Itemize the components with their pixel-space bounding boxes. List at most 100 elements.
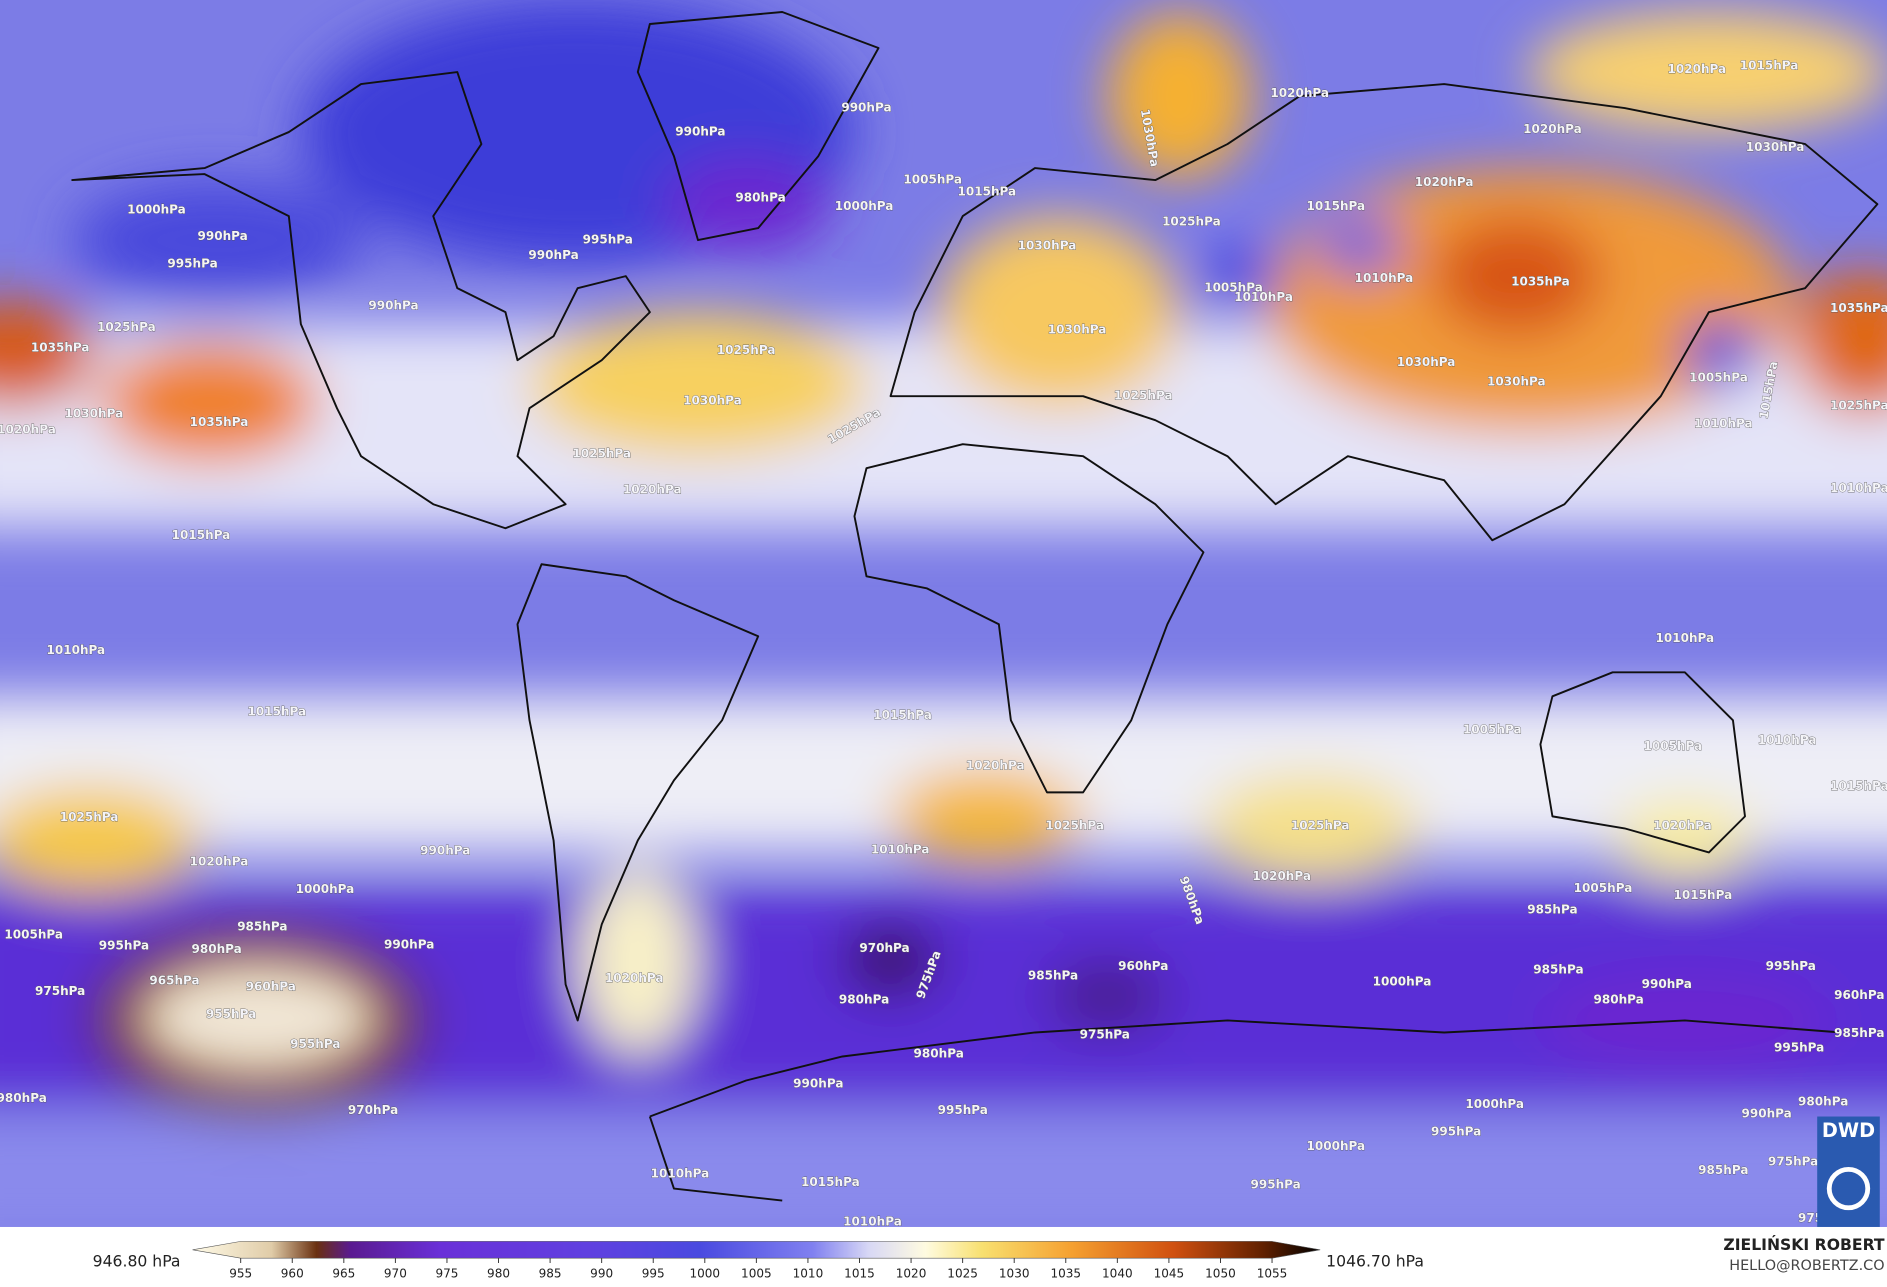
contour-label: 1000hPa: [1465, 1097, 1524, 1111]
colorbar-tick-label: 990: [590, 1266, 613, 1280]
contour-label: 1000hPa: [835, 199, 894, 213]
contour-label: 955hPa: [290, 1037, 340, 1051]
contour-label: 1025hPa: [1114, 389, 1173, 403]
contour-label: 990hPa: [793, 1077, 843, 1091]
contour-label: 1010hPa: [1694, 416, 1753, 430]
contour-label: 1005hPa: [1689, 371, 1748, 385]
contour-label: 1010hPa: [1355, 271, 1414, 285]
contour-label: 1030hPa: [65, 407, 124, 421]
contour-label: 995hPa: [167, 257, 217, 271]
contour-label: 1020hPa: [0, 422, 56, 436]
colorbar-tick-label: 1005: [741, 1266, 772, 1280]
contour-label: 1025hPa: [717, 343, 776, 357]
max-label: 1046.70 hPa: [1326, 1253, 1424, 1271]
colorbar-tick-label: 1040: [1102, 1266, 1133, 1280]
contour-label: 1035hPa: [31, 341, 90, 355]
contour-label: 1015hPa: [1306, 199, 1365, 213]
contour-label: 1020hPa: [1653, 818, 1712, 832]
contour-label: 1025hPa: [1291, 818, 1350, 832]
contour-label: 980hPa: [914, 1047, 964, 1061]
pressure-field: [0, 0, 1887, 1237]
colorbar-tick-label: 1015: [844, 1266, 875, 1280]
colorbar-ticks: 955 960 965 970 975 980 985 990 995 1000 1005 1010 1…: [229, 1258, 1287, 1280]
colorbar-tick-label: 1010: [793, 1266, 824, 1280]
contour-label: 1005hPa: [1463, 722, 1522, 736]
colorbar-tick-label: 1045: [1154, 1266, 1185, 1280]
contour-label: 1000hPa: [296, 882, 355, 896]
contour-label: 1035hPa: [190, 415, 249, 429]
contour-label: 995hPa: [99, 939, 149, 953]
contour-label: 1020hPa: [1668, 62, 1727, 76]
contour-label: 1010hPa: [46, 643, 105, 657]
contour-label: 1015hPa: [801, 1175, 860, 1189]
contour-label: 1015hPa: [1740, 59, 1799, 73]
colorbar-tick-label: 960: [281, 1266, 304, 1280]
colorbar-tick-label: 1055: [1257, 1266, 1288, 1280]
contour-label: 1020hPa: [1252, 869, 1311, 883]
contour-label: 1010hPa: [1234, 290, 1293, 304]
contour-label: 1030hPa: [1487, 374, 1546, 388]
contour-label: 1035hPa: [1511, 275, 1570, 289]
contour-label: 1030hPa: [683, 393, 742, 407]
contour-label: 1025hPa: [60, 810, 119, 824]
colorbar: [192, 1241, 1321, 1259]
contour-label: 980hPa: [839, 993, 889, 1007]
contour-label: 980hPa: [0, 1091, 47, 1105]
contour-label: 975hPa: [1768, 1155, 1818, 1169]
contour-label: 1030hPa: [1018, 239, 1077, 253]
contour-label: 1030hPa: [1746, 140, 1805, 154]
colorbar-tick-label: 1025: [947, 1266, 978, 1280]
contour-label: 1025hPa: [1162, 215, 1221, 229]
contour-label: 1020hPa: [1523, 122, 1582, 136]
contour-label: 975hPa: [1080, 1027, 1130, 1041]
colorbar-tick-label: 995: [642, 1266, 665, 1280]
contour-label: 1010hPa: [843, 1215, 902, 1229]
dwd-logo: DWD: [1817, 1116, 1880, 1227]
colorbar-tick-label: 1020: [896, 1266, 927, 1280]
contour-label: 1020hPa: [966, 758, 1025, 772]
contour-label: 1000hPa: [1306, 1139, 1365, 1153]
contour-label: 1005hPa: [4, 928, 63, 942]
contour-label: 1010hPa: [871, 843, 930, 857]
contour-label: 1005hPa: [1574, 881, 1633, 895]
contour-label: 1015hPa: [172, 528, 231, 542]
contour-label: 1020hPa: [605, 971, 664, 985]
contour-label: 995hPa: [1766, 959, 1816, 973]
colorbar-tick-label: 970: [384, 1266, 407, 1280]
colorbar-tick-label: 985: [539, 1266, 562, 1280]
contour-label: 985hPa: [1527, 903, 1577, 917]
contour-label: 1005hPa: [903, 173, 962, 187]
contour-label: 1030hPa: [1397, 355, 1456, 369]
email: HELLO@ROBERTZ.CO: [1729, 1258, 1884, 1274]
contour-label: 1015hPa: [873, 708, 932, 722]
contour-label: 1010hPa: [1758, 733, 1817, 747]
colorbar-tick-label: 1050: [1205, 1266, 1236, 1280]
contour-label: 1025hPa: [1830, 398, 1887, 412]
contour-label: 1000hPa: [127, 203, 186, 217]
contour-label: 1020hPa: [623, 482, 682, 496]
contour-label: 960hPa: [246, 979, 296, 993]
contour-label: 1015hPa: [1830, 779, 1887, 793]
contour-label: 980hPa: [191, 942, 241, 956]
contour-label: 995hPa: [1431, 1125, 1481, 1139]
contour-label: 985hPa: [237, 919, 287, 933]
contour-labels: 990hPa 990hPa 1000hPa 990hPa 995hPa 990hPa 995…: [0, 58, 1887, 1229]
contour-label: 980hPa: [735, 191, 785, 205]
contour-label: 1030hPa: [1048, 323, 1107, 337]
contour-label: 1005hPa: [1643, 739, 1702, 753]
contour-label: 965hPa: [149, 973, 199, 987]
contour-label: 1015hPa: [247, 704, 306, 718]
contour-label: 1025hPa: [1045, 818, 1104, 832]
logo-text: DWD: [1822, 1119, 1875, 1142]
contour-label: 985hPa: [1533, 963, 1583, 977]
contour-label: 1015hPa: [957, 185, 1016, 199]
colorbar-tick-label: 1030: [999, 1266, 1030, 1280]
colorbar-tick-label: 955: [229, 1266, 252, 1280]
colorbar-tick-label: 980: [487, 1266, 510, 1280]
contour-label: 990hPa: [1642, 977, 1692, 991]
contour-label: 980hPa: [1798, 1095, 1848, 1109]
contour-label: 970hPa: [348, 1103, 398, 1117]
contour-label: 975hPa: [35, 984, 85, 998]
coastlines: [71, 11, 1879, 1202]
